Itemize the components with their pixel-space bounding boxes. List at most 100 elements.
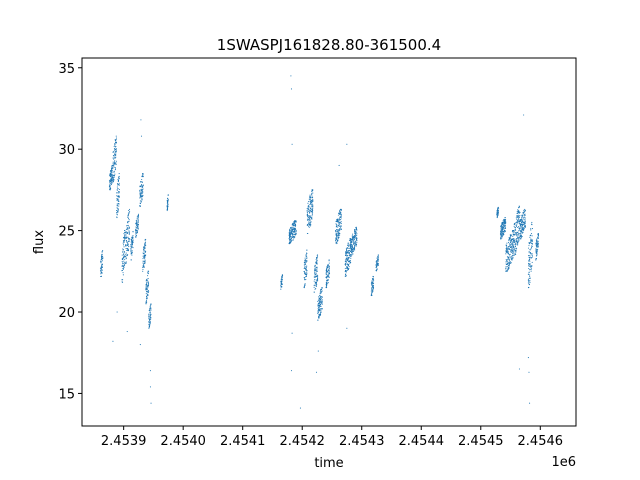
data-point [537,234,539,236]
data-point [289,228,291,230]
data-point [529,254,531,257]
data-point [502,220,504,222]
data-point [507,262,509,264]
data-point [338,234,340,236]
x-offset-label: 1e6 [551,455,576,470]
data-point [304,279,306,281]
data-point [304,260,306,262]
data-point [112,157,114,159]
data-point [125,257,127,259]
data-point [304,262,306,265]
data-point [375,261,377,263]
data-point [123,246,125,248]
data-point [535,240,537,242]
data-point [316,277,319,279]
data-point [530,229,532,231]
data-point [101,264,103,266]
data-point [306,255,308,257]
data-point [311,203,313,205]
data-point [503,220,506,222]
data-point [339,230,341,232]
data-point [325,286,327,288]
data-point [521,224,523,226]
data-point [130,250,132,252]
data-point [108,180,111,182]
data-point [503,219,505,221]
data-point [308,216,310,218]
data-point [376,263,378,265]
data-point [518,237,520,239]
data-point [147,282,149,284]
data-point [522,226,524,229]
data-point [308,204,310,206]
data-point [513,230,515,232]
data-point [377,256,379,258]
data-point [502,234,504,236]
data-point [305,276,307,278]
data-point [516,220,519,222]
data-point [113,170,115,172]
data-point [515,238,518,240]
data-point [338,229,341,231]
data-point [345,251,347,253]
data-point [371,292,373,294]
data-point [372,275,374,277]
data-point [146,289,148,291]
data-point [166,207,168,209]
data-point [523,211,525,213]
data-point [339,210,341,212]
data-point [127,216,129,219]
data-point [529,277,531,279]
data-point [517,237,519,239]
data-point [309,194,311,196]
data-point [146,297,148,299]
data-point [524,223,526,225]
data-point [530,268,532,271]
data-point [346,247,348,249]
data-point [144,244,146,246]
data-point [527,279,529,281]
data-point [128,227,131,229]
data-point [347,258,349,260]
data-point [508,237,510,239]
data-point [306,224,308,227]
data-point [511,230,513,233]
data-point [524,215,526,217]
data-point [114,160,116,162]
data-point [520,231,522,233]
data-point [517,216,519,219]
data-point [523,218,525,220]
data-point [124,264,126,266]
data-point [124,255,126,257]
data-point [125,231,127,233]
data-point [143,261,145,263]
data-point [115,142,117,144]
data-point [101,251,104,253]
data-point [308,225,310,227]
data-point [140,189,142,191]
data-point [112,155,114,157]
data-point [123,266,125,268]
data-point [515,247,517,249]
data-point [328,259,330,261]
data-point [517,243,519,245]
data-point [321,287,323,289]
y-axis: 15 20 25 30 35 [58,62,82,402]
data-point [147,280,149,282]
data-point [148,313,150,315]
data-point [294,230,296,232]
data-point [352,253,354,255]
data-point [147,270,149,272]
data-point [127,244,130,246]
data-point [338,164,340,167]
data-point [506,259,508,261]
data-point [145,287,147,289]
data-point [100,261,102,263]
data-point [372,286,375,288]
data-point [339,225,341,227]
data-point [328,270,331,272]
data-point [505,253,507,255]
data-point [496,214,498,216]
data-point [320,291,323,293]
data-point [347,264,350,267]
